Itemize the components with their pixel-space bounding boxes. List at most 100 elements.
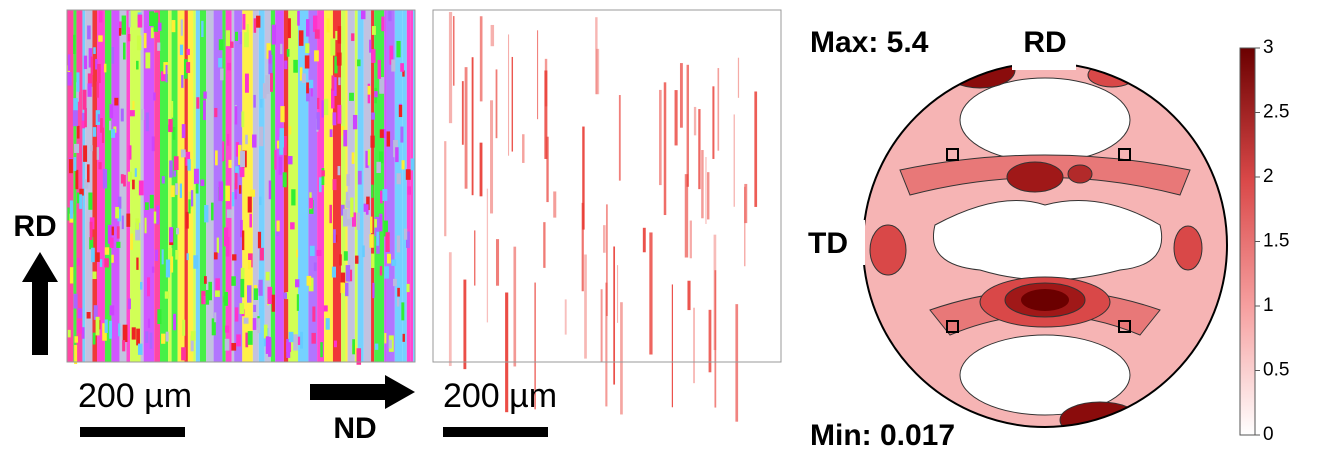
grain-speck (131, 327, 136, 340)
phase-streak (737, 57, 740, 98)
grain-stripe (67, 10, 74, 362)
grain-speck (101, 127, 105, 143)
grain-speck (326, 18, 330, 33)
grain-speck (83, 55, 88, 70)
grain-speck (117, 196, 122, 209)
grain-speck (337, 104, 342, 124)
grain-stripe (357, 10, 364, 362)
grain-speck (247, 259, 252, 270)
phase-streak (564, 299, 567, 335)
arrow-right (310, 375, 415, 409)
grain-speck (185, 211, 189, 229)
grain-stripe (119, 10, 127, 362)
grain-speck (384, 266, 390, 279)
grain-stripe (82, 10, 86, 362)
grain-speck (76, 125, 80, 139)
arrow-up (22, 252, 58, 355)
colorbar-tick-label: 3 (1263, 37, 1274, 58)
grain-speck (134, 168, 137, 177)
grain-speck (388, 339, 392, 349)
grain-speck (318, 177, 322, 193)
scale-label: 200 µm (443, 377, 557, 415)
grain-stripe (288, 10, 299, 362)
phase-streak (693, 106, 697, 136)
grain-speck (276, 220, 280, 232)
grain-speck (265, 336, 270, 354)
grain-speck (291, 189, 296, 206)
grain-speck (211, 202, 214, 221)
phase-streak (684, 174, 689, 258)
phase-streak (582, 126, 585, 230)
grain-speck (92, 271, 97, 280)
grain-speck (170, 256, 174, 273)
grain-speck (77, 320, 83, 334)
grain-stripe (354, 10, 358, 362)
grain-speck (235, 166, 239, 174)
grain-speck (268, 180, 272, 200)
grain-stripe (126, 10, 131, 362)
grain-speck (93, 305, 98, 320)
grain-stripe (213, 10, 223, 362)
phase-streak (649, 232, 653, 355)
grain-speck (136, 35, 142, 51)
grain-speck (400, 63, 404, 72)
grain-speck (371, 26, 376, 35)
grain-speck (391, 59, 396, 72)
grain-speck (268, 336, 272, 357)
grain-speck (362, 245, 365, 258)
grain-speck (356, 212, 360, 230)
grain-speck (317, 97, 320, 110)
grain-speck (77, 258, 80, 266)
grain-speck (95, 252, 100, 262)
left-axis-label: TD (808, 227, 848, 260)
grain-speck (196, 97, 200, 109)
grain-speck (109, 320, 112, 339)
grain-speck (395, 147, 399, 163)
grain-speck (225, 185, 230, 202)
grain-speck (140, 281, 143, 290)
grain-speck (351, 212, 357, 227)
grain-speck (151, 266, 155, 273)
grain-speck (157, 309, 162, 325)
grain-speck (377, 59, 381, 79)
grain-speck (265, 271, 270, 281)
grain-speck (179, 44, 184, 56)
grain-speck (343, 129, 348, 147)
grain-stripe (143, 10, 155, 362)
grain-speck (403, 228, 408, 240)
grain-speck (234, 182, 237, 200)
grain-stripe (374, 10, 385, 362)
grain-speck (286, 49, 290, 57)
grain-speck (136, 60, 139, 70)
grain-speck (181, 124, 186, 139)
grain-speck (114, 97, 119, 106)
phase-streak (596, 48, 600, 95)
grain-speck (342, 208, 348, 227)
grain-speck (376, 231, 379, 246)
grain-speck (310, 82, 313, 97)
colorbar-tick-label: 1 (1263, 295, 1274, 316)
top-axis-label: RD (1023, 26, 1066, 59)
phase-streak (744, 186, 746, 267)
grain-speck (116, 226, 120, 239)
grain-speck (173, 313, 177, 331)
phase-streak (584, 254, 587, 359)
grain-speck (316, 112, 320, 130)
phase-streak (505, 292, 509, 413)
grain-speck (321, 100, 324, 118)
grain-speck (115, 206, 119, 219)
grain-speck (69, 267, 74, 284)
grain-speck (136, 328, 140, 346)
grain-speck (369, 234, 374, 248)
grain-speck (312, 15, 318, 32)
grain-speck (141, 108, 145, 121)
grain-speck (203, 295, 206, 304)
grain-stripe (341, 10, 346, 362)
grain-speck (258, 279, 263, 296)
phase-streak (674, 90, 678, 146)
grain-speck (235, 142, 239, 157)
grain-speck (257, 231, 262, 249)
grain-speck (270, 73, 273, 92)
phase-streak (642, 227, 646, 253)
